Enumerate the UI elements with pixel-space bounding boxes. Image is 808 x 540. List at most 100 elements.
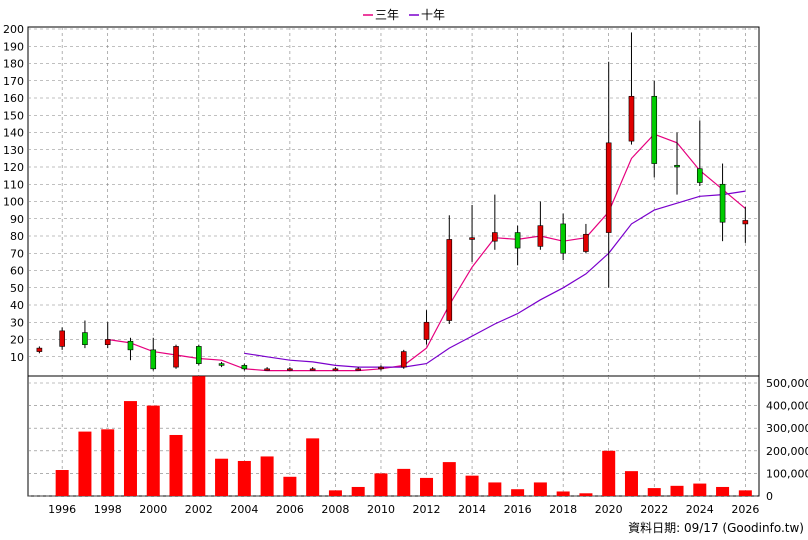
x-tick-label: 2026 — [731, 503, 759, 516]
candle-body — [127, 340, 134, 351]
price-tick-label: 150 — [3, 109, 24, 122]
x-tick-label: 2018 — [549, 503, 577, 516]
price-tick-label: 100 — [3, 196, 24, 209]
candle-body — [446, 239, 453, 321]
candle — [492, 194, 498, 250]
price-tick-label: 200 — [3, 23, 24, 36]
candle — [127, 337, 134, 361]
candle-body — [309, 368, 316, 371]
volume-bar — [579, 493, 593, 496]
volume-bars — [55, 376, 752, 496]
footer-date: 資料日期: 09/17 (Goodinfo.tw) — [628, 521, 804, 535]
x-tick-label: 2000 — [139, 503, 167, 516]
candle-body — [423, 321, 430, 340]
volume-bar — [420, 477, 434, 496]
price-tick-label: 110 — [3, 178, 24, 191]
candle — [583, 223, 589, 254]
candle-body — [355, 368, 362, 371]
candle-body — [378, 366, 384, 370]
volume-bar — [556, 491, 570, 496]
candle — [378, 365, 384, 371]
candle-body — [628, 95, 635, 142]
volume-bar — [55, 470, 69, 496]
volume-tick-label: 400,000 — [766, 400, 808, 413]
volume-bar — [328, 490, 342, 496]
x-tick-label: 2004 — [230, 503, 258, 516]
price-panel: 10 20 30 40 50 60 70 80 90 100 110 120 130 140 150 160 1… — [3, 23, 760, 377]
candle-body — [583, 233, 589, 252]
volume-bar — [716, 486, 730, 496]
volume-bar — [237, 460, 251, 496]
candle — [423, 310, 430, 345]
volume-bar — [488, 482, 502, 496]
volume-bar — [670, 485, 684, 496]
price-tick-label: 20 — [10, 334, 24, 347]
price-tick-label: 40 — [10, 299, 24, 312]
volume-tick-label: 100,000 — [766, 467, 808, 480]
x-tick-label: 2010 — [367, 503, 395, 516]
volume-bar — [351, 486, 365, 496]
x-axis: 1996 1998 2000 2002 2004 2006 2008 2010 2012 2014… — [48, 503, 759, 516]
candle — [218, 361, 225, 368]
volume-tick-label: 300,000 — [766, 422, 808, 435]
candle — [82, 320, 88, 349]
candle — [605, 61, 612, 288]
x-tick-label: 2024 — [686, 503, 714, 516]
candle — [537, 201, 544, 250]
candle-body — [195, 346, 202, 364]
volume-bar — [602, 450, 616, 496]
candle — [195, 344, 202, 366]
candle-body — [514, 232, 521, 249]
price-y-axis: 10 20 30 40 50 60 70 80 90 100 110 120 130 140 150 160 1… — [3, 23, 24, 364]
volume-bar — [101, 429, 115, 496]
volume-bar — [169, 434, 183, 496]
volume-bar — [146, 405, 160, 496]
candle-body — [674, 164, 680, 168]
candle — [469, 204, 475, 262]
moving-average-lines — [107, 133, 746, 372]
volume-plot-area — [27, 375, 760, 497]
candle — [628, 32, 635, 145]
legend-label-3yr: 三年 — [375, 8, 399, 22]
candle — [287, 367, 293, 371]
candle — [59, 327, 65, 350]
volume-tick-label: 500,000 — [766, 377, 808, 390]
x-tick-label: 2014 — [458, 503, 486, 516]
candle — [173, 344, 179, 369]
candle — [241, 363, 248, 371]
candle-body — [104, 339, 111, 345]
x-tick-label: 2022 — [640, 503, 668, 516]
volume-bar — [192, 376, 206, 496]
candle-body — [492, 232, 498, 242]
volume-bar — [306, 438, 320, 496]
candle-body — [537, 225, 544, 247]
volume-bar — [215, 458, 229, 496]
volume-panel: 0 100,000 200,000 300,000 400,000 500,000 — [27, 375, 808, 503]
candle-body — [719, 183, 726, 223]
candle — [150, 337, 157, 371]
volume-bar — [260, 456, 274, 496]
price-tick-label: 30 — [10, 316, 24, 329]
candle-body — [332, 368, 339, 371]
volume-bar — [738, 490, 752, 496]
volume-bar — [283, 476, 297, 496]
volume-bar — [78, 431, 92, 496]
volume-tick-label: 200,000 — [766, 445, 808, 458]
price-tick-label: 60 — [10, 265, 24, 278]
candle — [651, 80, 658, 178]
volume-bar — [442, 462, 456, 496]
price-tick-label: 130 — [3, 144, 24, 157]
candle-body — [241, 365, 248, 370]
candle — [696, 120, 703, 186]
candle — [400, 349, 407, 369]
volume-bar — [624, 471, 638, 496]
volume-bar — [693, 483, 707, 496]
candle-body — [36, 347, 43, 352]
legend: 三年 十年 — [363, 8, 445, 22]
x-tick-label: 1998 — [94, 503, 122, 516]
candle-body — [469, 237, 475, 240]
candle — [674, 132, 680, 195]
volume-bar — [511, 489, 525, 496]
candle-body — [287, 368, 293, 371]
